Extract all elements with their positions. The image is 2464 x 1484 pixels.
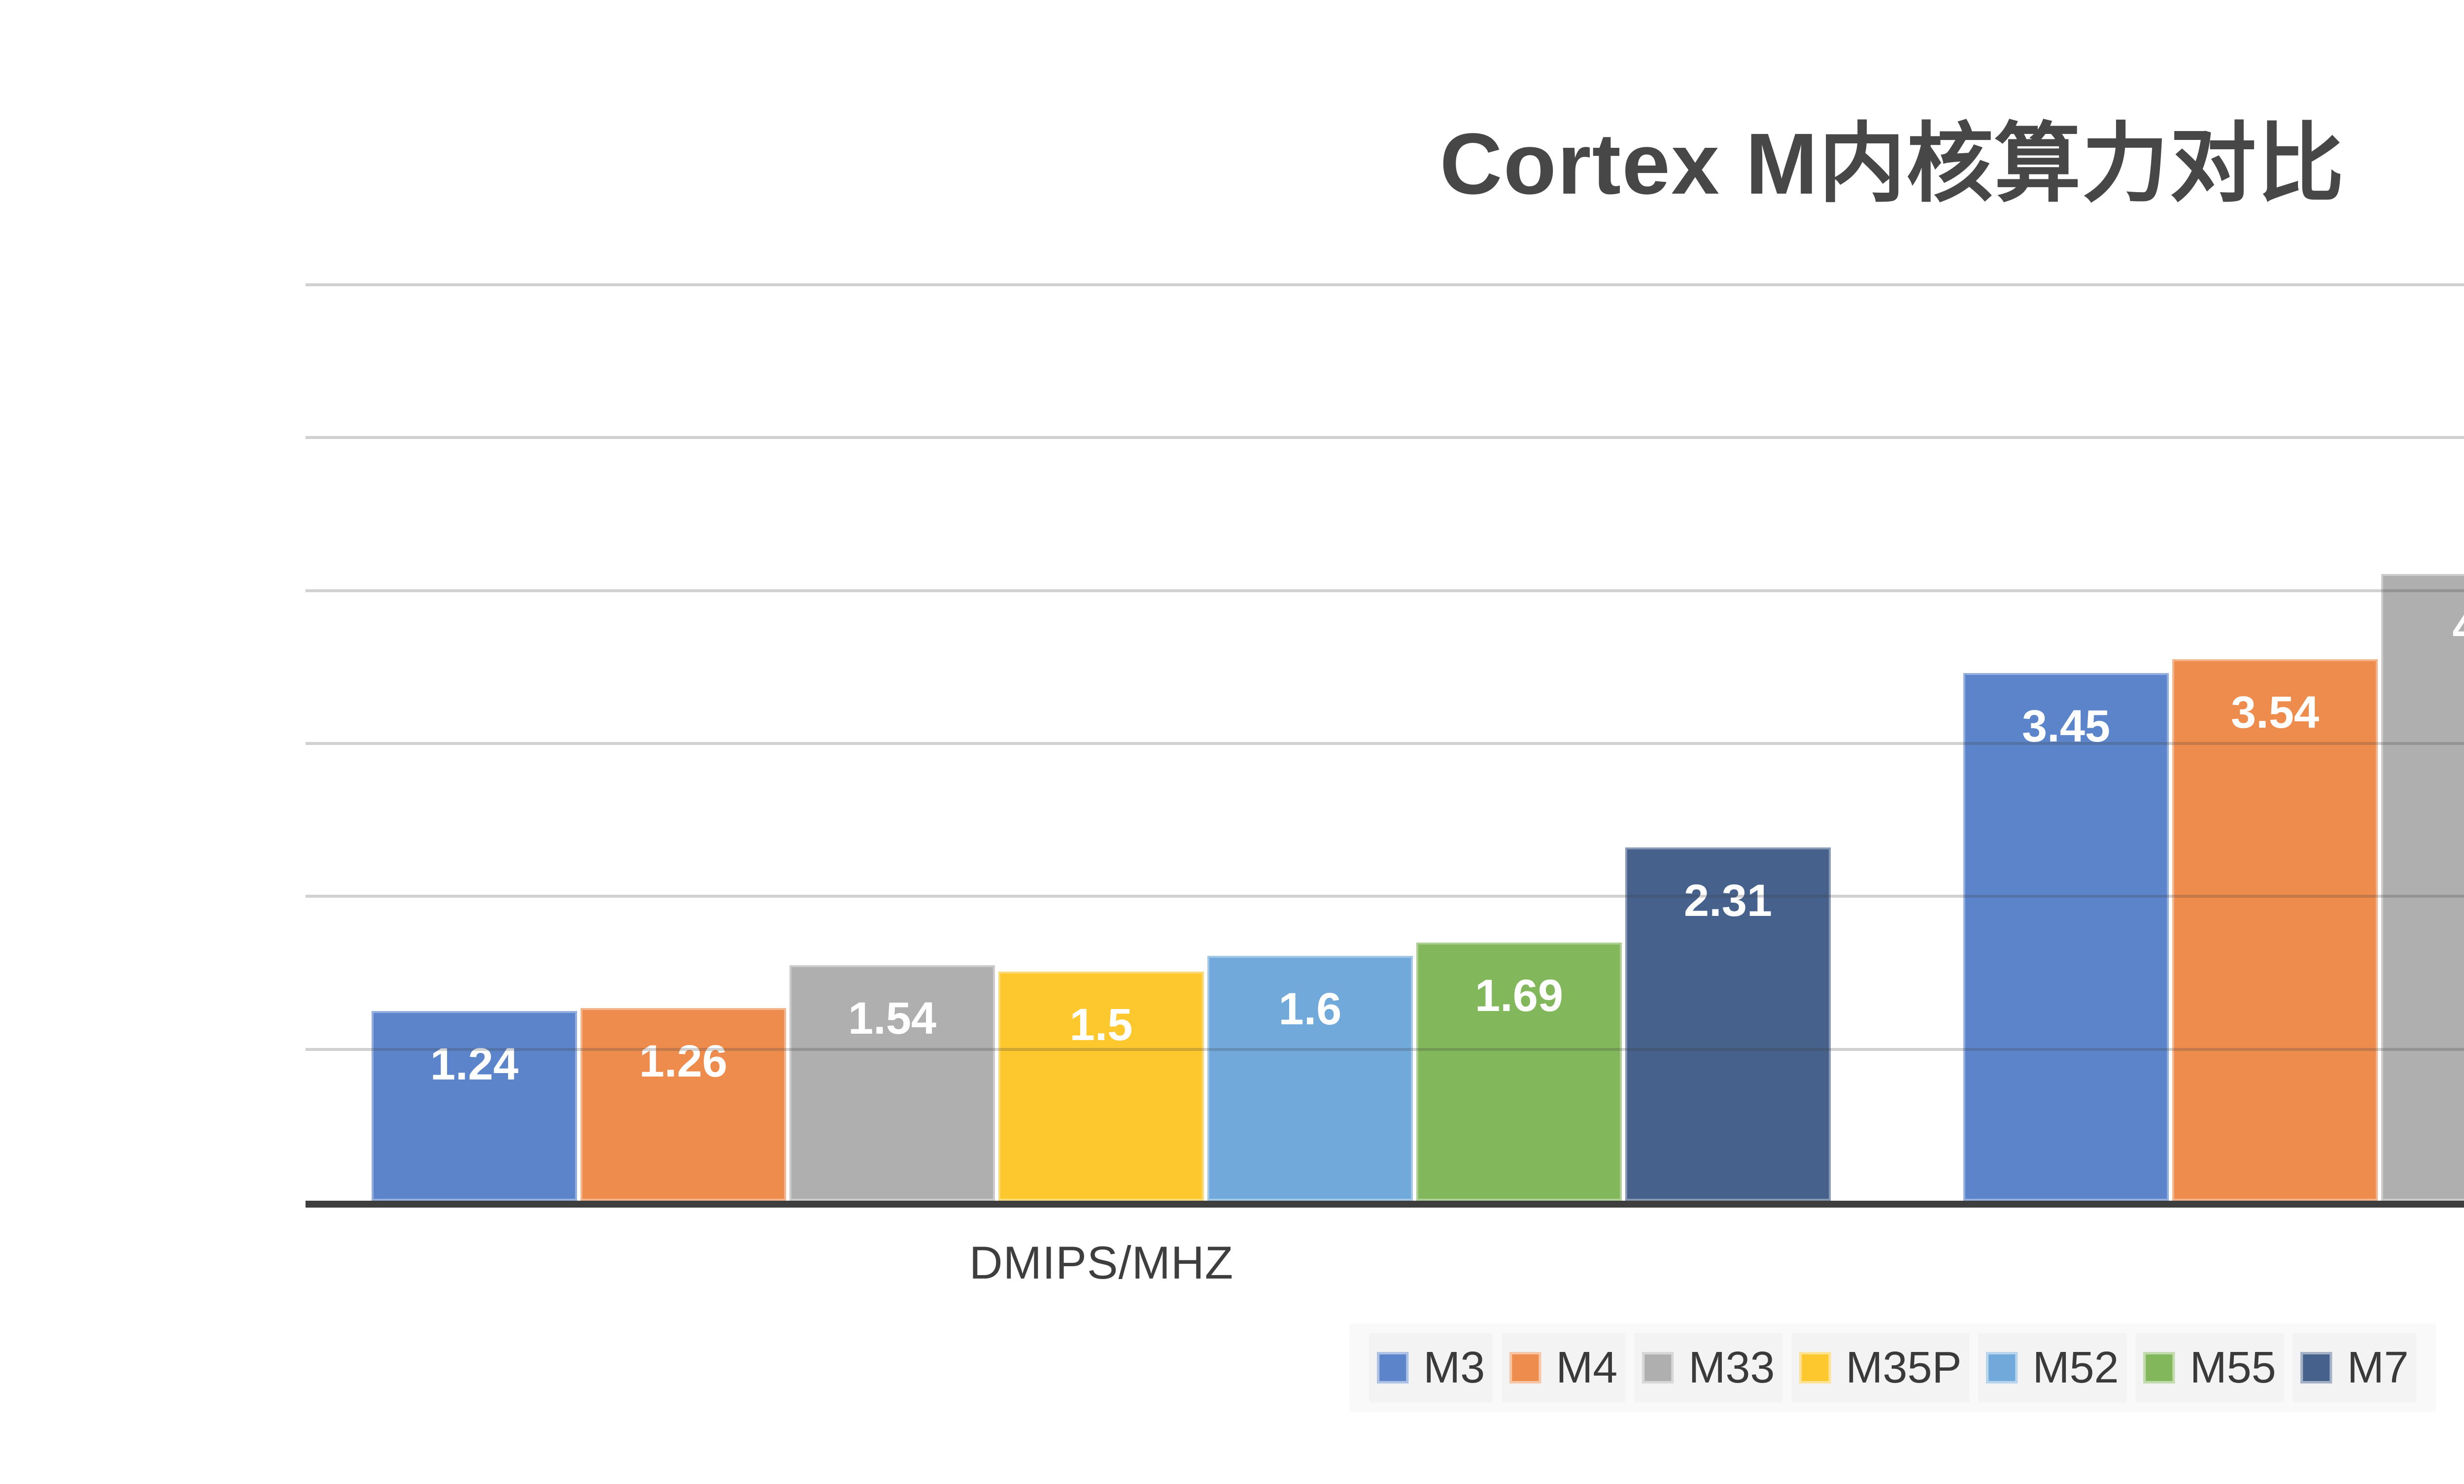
- gridline-y1: [306, 1048, 2464, 1051]
- legend-label: M55: [2190, 1343, 2276, 1392]
- chart-title: Cortex M内核算力对比: [1439, 116, 2345, 212]
- legend-swatch-icon: [2143, 1352, 2175, 1383]
- legend-label: M52: [2032, 1343, 2119, 1392]
- bar-M52-DMIPS/MHZ[interactable]: 1.6: [1207, 956, 1413, 1201]
- bar-value-label: 3.45: [2021, 701, 2111, 751]
- gridline-y2: [306, 895, 2464, 898]
- legend-item-M35P[interactable]: M35P: [1791, 1333, 1970, 1402]
- legend-item-M4[interactable]: M4: [1502, 1333, 1626, 1402]
- bar-value-label: 3.54: [2230, 687, 2320, 738]
- bar-M3-DMIPS/MHZ[interactable]: 1.24: [372, 1011, 577, 1201]
- bar-value-label: 1.26: [639, 1036, 728, 1086]
- bar-M4-COREMARK/MHZ[interactable]: 3.54: [2172, 659, 2378, 1201]
- legend-item-M55[interactable]: M55: [2135, 1333, 2284, 1402]
- legend-label: M3: [1423, 1343, 1485, 1392]
- legend-swatch-icon: [1642, 1352, 1674, 1383]
- bar-M55-DMIPS/MHZ[interactable]: 1.69: [1416, 943, 1622, 1201]
- bar-M33-DMIPS/MHZ[interactable]: 1.54: [789, 965, 995, 1201]
- legend-label: M33: [1688, 1343, 1775, 1392]
- gridline-y3: [306, 742, 2464, 745]
- legend-swatch-icon: [2300, 1352, 2332, 1383]
- category-label-DMIPS/MHZ: DMIPS/MHZ: [969, 1237, 1234, 1288]
- legend-item-M3[interactable]: M3: [1369, 1333, 1493, 1402]
- bar-value-label: 1.6: [1278, 984, 1342, 1034]
- bar-M3-COREMARK/MHZ[interactable]: 3.45: [1963, 673, 2169, 1201]
- legend-swatch-icon: [1509, 1352, 1541, 1383]
- legend-item-M52[interactable]: M52: [1978, 1333, 2127, 1402]
- gridline-y5: [306, 436, 2464, 439]
- gridline-y6: [306, 283, 2464, 286]
- bar-value-label: 4.1: [2381, 605, 2464, 650]
- bar-value-label: 1.24: [430, 1039, 519, 1089]
- bar-M4-DMIPS/MHZ[interactable]: 1.26: [581, 1008, 786, 1201]
- legend-label: M7: [2347, 1343, 2409, 1392]
- gridline-y4: [306, 589, 2464, 592]
- legend: M3 M4 M33 M35P M52 M55 M7: [1349, 1324, 2436, 1412]
- bar-value-label: 1.5: [1069, 1000, 1133, 1050]
- x-axis-line: [306, 1201, 2464, 1208]
- legend-swatch-icon: [1377, 1352, 1409, 1383]
- legend-label: M4: [1556, 1343, 1618, 1392]
- bar-value-label: 1.69: [1474, 971, 1564, 1021]
- legend-item-M7[interactable]: M7: [2293, 1333, 2417, 1402]
- legend-label: M35P: [1846, 1343, 1962, 1392]
- legend-item-M33[interactable]: M33: [1634, 1333, 1783, 1402]
- bar-M35P-DMIPS/MHZ[interactable]: 1.5: [998, 972, 1204, 1201]
- legend-swatch-icon: [1799, 1352, 1831, 1383]
- legend-swatch-icon: [1986, 1352, 2018, 1383]
- category-label-COREMARK/MHZ: COREMARK/MHZ: [2299, 1240, 2464, 1286]
- bar-value-label: 1.54: [848, 993, 937, 1044]
- bar-M33-COREMARK/MHZ[interactable]: 4.1: [2381, 574, 2464, 1201]
- bar-value-label: 2.31: [1683, 876, 1773, 926]
- bar-M7-DMIPS/MHZ[interactable]: 2.31: [1625, 847, 1831, 1201]
